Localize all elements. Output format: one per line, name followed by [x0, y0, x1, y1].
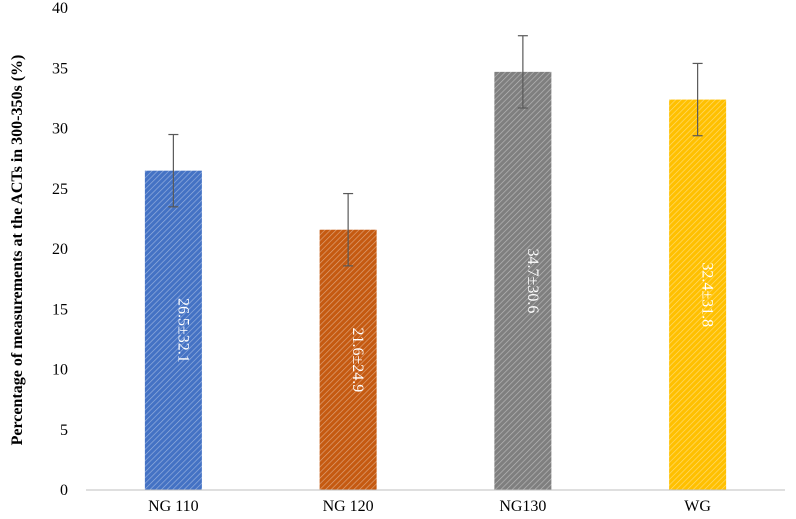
bar-data-label: 26.5±32.1 — [174, 298, 191, 363]
bar — [144, 170, 202, 491]
error-bar — [692, 62, 703, 137]
x-axis: NG 110 NG 120 NG130 WG — [148, 498, 711, 515]
bars: 26.5±32.1 21.6±24.9 34.7±30.6 32.4±31.8 — [144, 35, 727, 491]
bar-data-label: 32.4±31.8 — [699, 262, 716, 327]
y-tick-label: 25 — [52, 181, 68, 198]
x-tick-label: NG130 — [499, 498, 546, 515]
y-axis: 0 5 10 15 20 25 30 35 40 — [52, 0, 68, 499]
x-tick-label: WG — [684, 498, 711, 515]
y-tick-label: 35 — [52, 60, 68, 77]
bar — [319, 229, 377, 490]
y-tick-label: 15 — [52, 301, 68, 318]
y-axis-label: Percentage of measurements at the ACTs i… — [9, 55, 26, 446]
bar-data-label: 21.6±24.9 — [349, 327, 366, 392]
error-bar — [343, 192, 354, 267]
x-tick-label: NG 120 — [323, 498, 374, 515]
y-tick-label: 30 — [52, 121, 68, 138]
error-bar — [517, 35, 528, 109]
bar-data-label: 34.7±30.6 — [524, 249, 541, 314]
y-tick-label: 0 — [60, 482, 68, 499]
y-tick-label: 20 — [52, 241, 68, 258]
y-tick-label: 10 — [52, 362, 68, 379]
bar — [494, 71, 552, 491]
y-tick-label: 5 — [60, 422, 68, 439]
error-bar — [168, 133, 179, 208]
bar — [669, 99, 727, 490]
y-tick-label: 40 — [52, 0, 68, 17]
x-tick-label: NG 110 — [148, 498, 199, 515]
